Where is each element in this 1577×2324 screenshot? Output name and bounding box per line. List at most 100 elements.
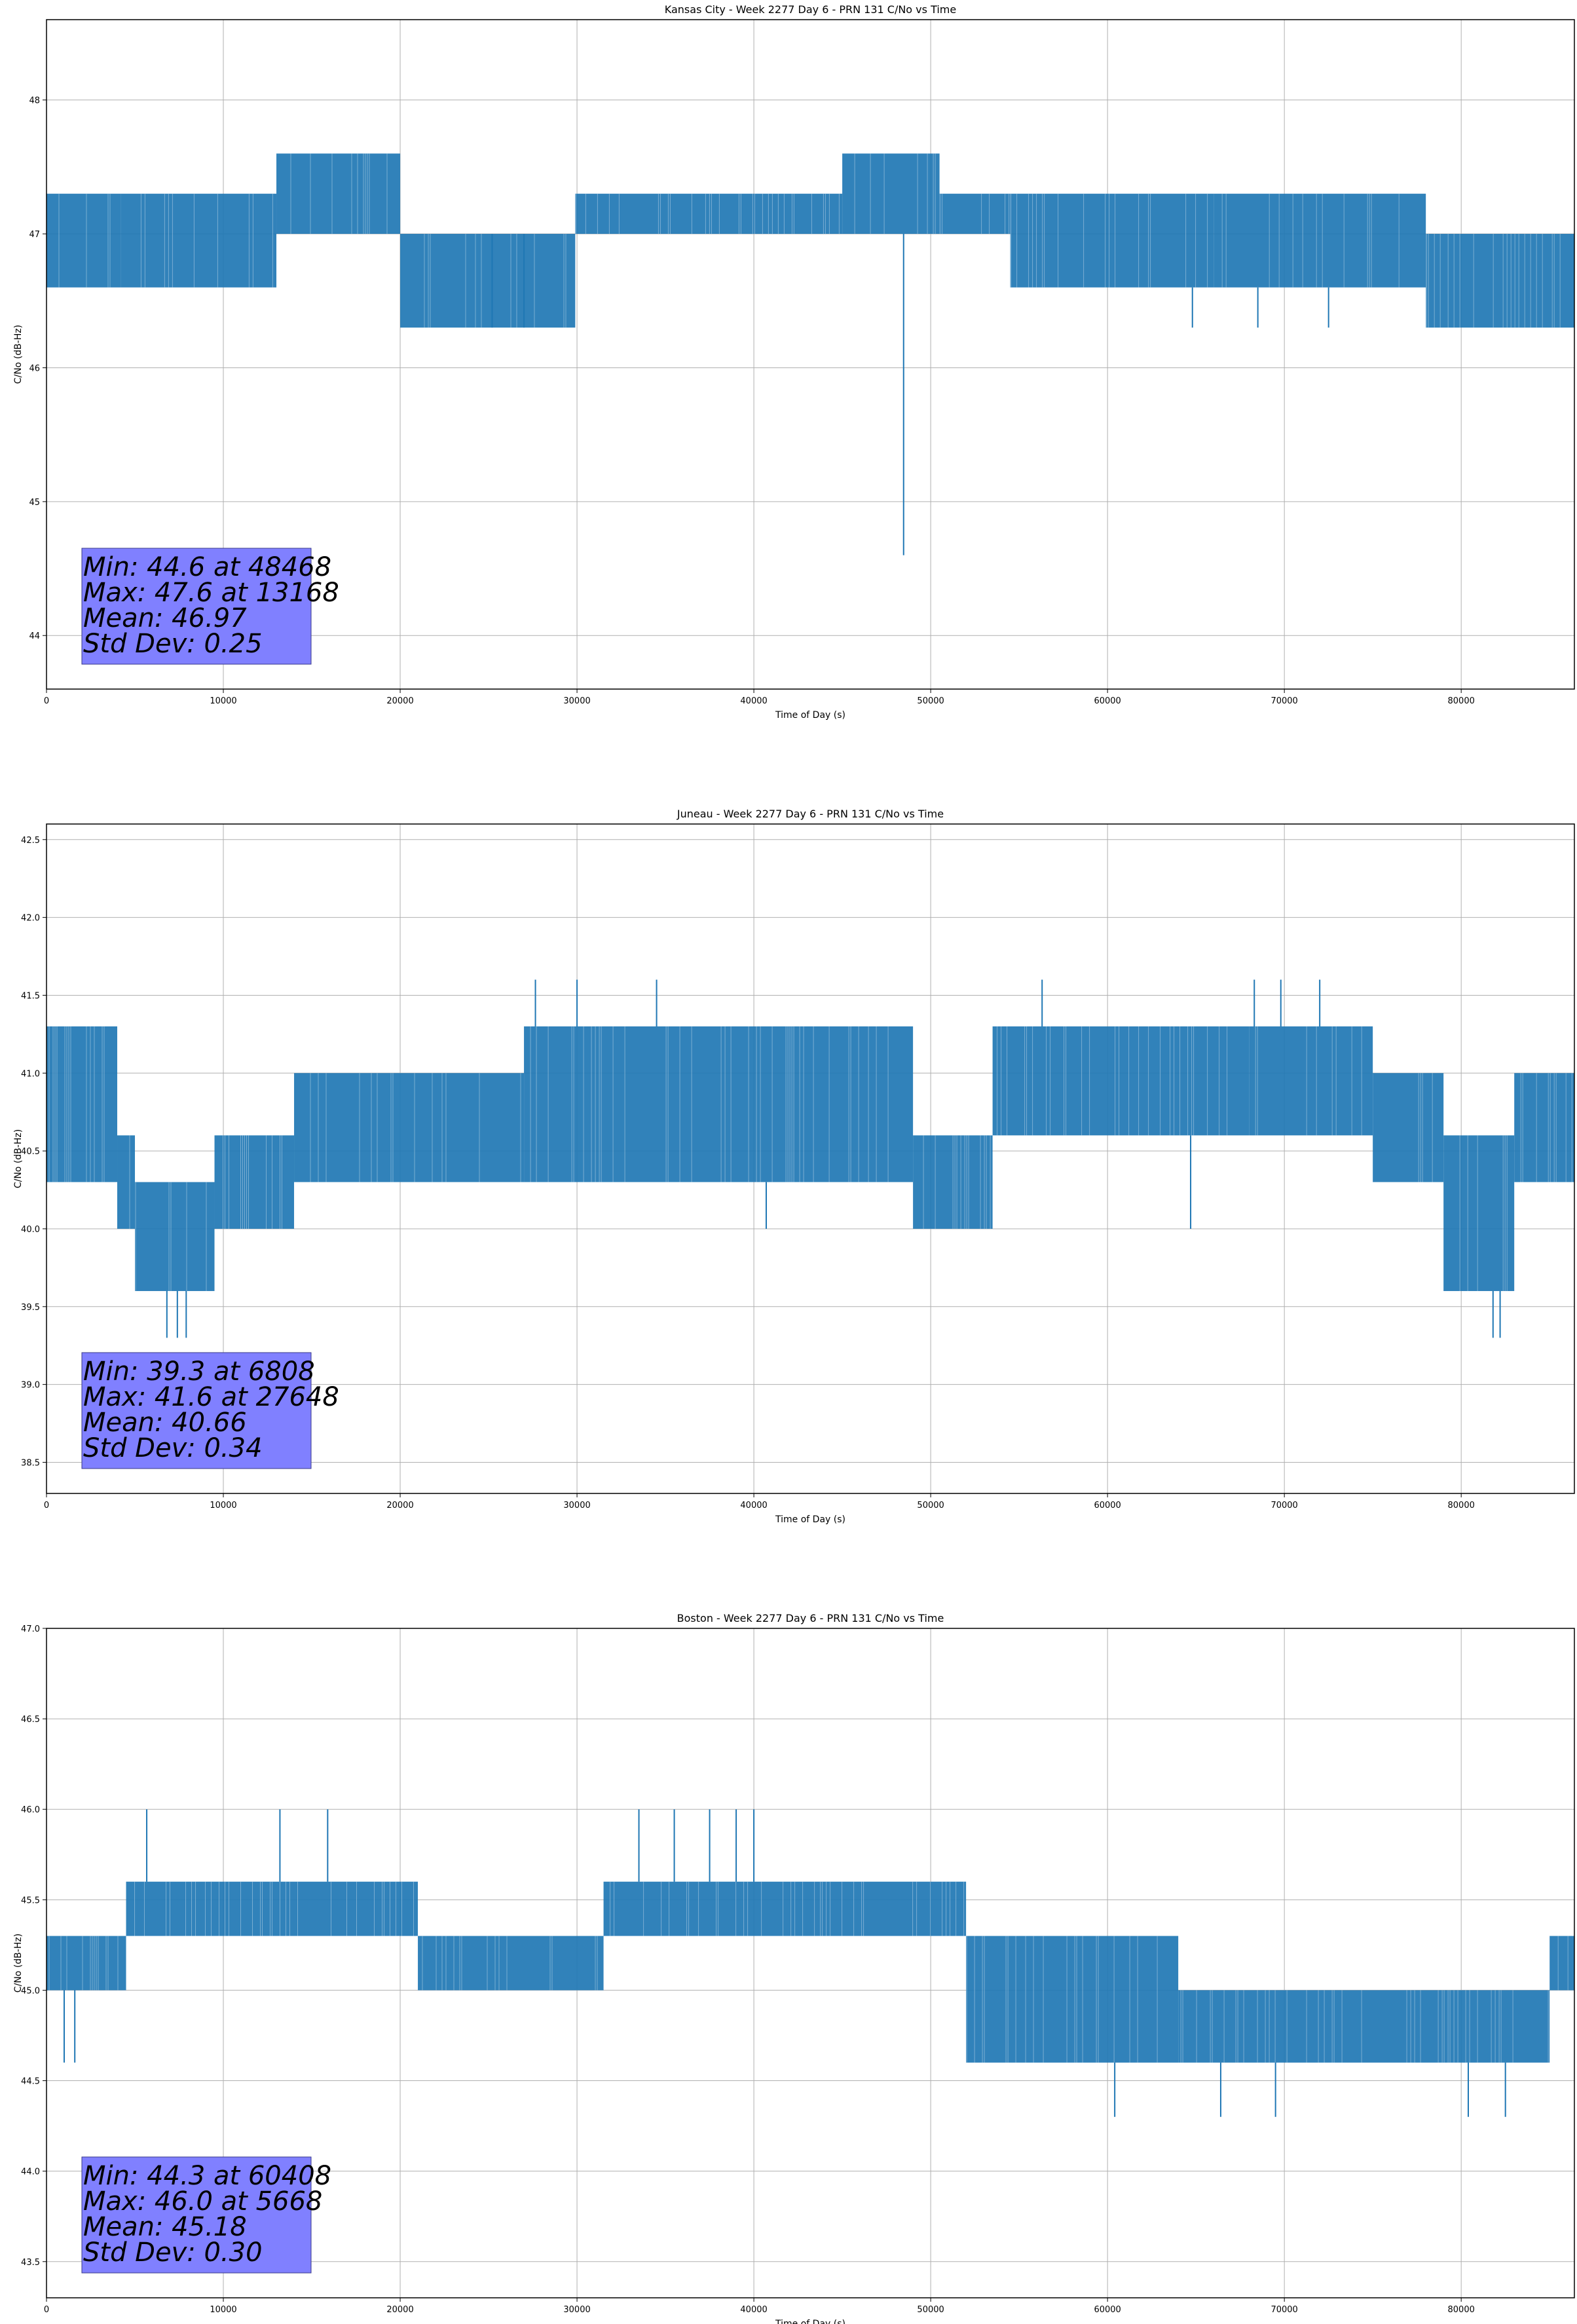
y-tick-label: 46 (29, 364, 40, 373)
data-band (992, 1026, 1250, 1136)
x-tick-label: 0 (44, 1501, 49, 1510)
x-tick-label: 50000 (917, 2305, 944, 2315)
x-tick-label: 50000 (917, 696, 944, 706)
data-texture (854, 153, 936, 234)
y-tick-label: 45.0 (21, 1986, 40, 1996)
data-texture (575, 193, 840, 234)
plot-frame (46, 823, 1575, 1494)
x-axis-label: Time of Day (s) (775, 1514, 845, 1525)
stat-std-dev: Std Dev: 0.30 (83, 2238, 263, 2268)
x-tick-label: 30000 (563, 696, 590, 706)
x-tick-label: 80000 (1448, 696, 1475, 706)
data-band (939, 193, 1011, 234)
y-tick-label: 44.0 (21, 2167, 40, 2177)
data-texture (135, 1182, 207, 1291)
x-axis-label: Time of Day (s) (775, 2319, 845, 2324)
data-band (126, 1881, 418, 1936)
x-tick-label: 10000 (210, 2305, 236, 2315)
chart-panel-kansas-city: 0 10000 20000 30000 40000 50000 60000 70000 8000… (13, 3, 1575, 721)
data-series (46, 979, 1574, 1338)
x-tick-label: 80000 (1448, 1501, 1475, 1510)
stat-min: Min: 44.3 at 60408 (83, 2161, 331, 2191)
data-band (135, 1182, 215, 1292)
x-tick-label: 20000 (386, 1501, 413, 1510)
x-tick-label: 60000 (1094, 1501, 1121, 1510)
x-tick-label: 40000 (740, 696, 767, 706)
y-tick-label: 48 (29, 96, 40, 106)
x-tick-label: 60000 (1094, 696, 1121, 706)
data-band (1443, 1135, 1515, 1292)
data-texture (923, 1135, 991, 1229)
data-series (46, 1809, 1574, 2117)
stat-max: Max: 41.6 at 27648 (83, 1382, 339, 1412)
data-band (1214, 193, 1426, 288)
y-tick-label: 41.5 (21, 991, 40, 1001)
data-band (1514, 1073, 1574, 1182)
stat-mean: Mean: 40.66 (83, 1408, 247, 1438)
x-tick-label: 0 (44, 2305, 49, 2315)
data-band (603, 1881, 967, 1936)
data-texture (940, 193, 1010, 234)
data-band (842, 153, 940, 234)
data-texture (48, 1936, 119, 1991)
data-band (276, 153, 401, 234)
stats-background (81, 2156, 312, 2274)
stat-min: Min: 39.3 at 6808 (83, 1357, 315, 1387)
data-texture (1557, 1936, 1568, 1991)
data-band (1178, 1990, 1550, 2063)
data-texture (140, 193, 273, 288)
data-band (966, 1936, 1179, 2063)
stats-box: Min: 44.3 at 60408 Max: 46.0 at 5668 Mea… (81, 2156, 331, 2274)
data-texture (422, 1936, 598, 1991)
stats-box: Min: 44.6 at 48468 Max: 47.6 at 13168 Me… (81, 548, 339, 665)
stats-background (81, 1352, 312, 1469)
stat-mean: Mean: 46.97 (83, 603, 247, 633)
y-tick-label: 40.0 (21, 1225, 40, 1235)
chart-panel-juneau: 0 10000 20000 30000 40000 50000 60000 70000 8000… (13, 808, 1575, 1525)
y-tick-label: 44 (29, 631, 40, 641)
data-texture (424, 234, 566, 328)
x-tick-label: 30000 (563, 1501, 590, 1510)
y-tick-label: 45 (29, 498, 40, 508)
y-tick-label: 38.5 (21, 1458, 40, 1468)
x-tick-label: 50000 (917, 1501, 944, 1510)
y-axis-label: C/No (dB-Hz) (13, 325, 24, 384)
chart-title: Kansas City - Week 2277 Day 6 - PRN 131 … (665, 3, 956, 16)
data-band (418, 1936, 604, 1991)
axis-ticks: 0 10000 20000 30000 40000 50000 60000 70000 8000… (21, 836, 1475, 1510)
data-texture (997, 1026, 1228, 1136)
x-tick-label: 60000 (1094, 2305, 1121, 2315)
y-tick-label: 46.0 (21, 1805, 40, 1815)
data-texture (1459, 1135, 1508, 1291)
data-texture (58, 193, 111, 288)
y-tick-label: 42.5 (21, 836, 40, 846)
plot-frame (46, 19, 1575, 690)
x-axis-label: Time of Day (s) (775, 710, 845, 721)
x-tick-label: 20000 (386, 2305, 413, 2315)
x-tick-label: 30000 (563, 2305, 590, 2315)
data-texture (48, 1026, 105, 1182)
x-tick-label: 70000 (1271, 2305, 1297, 2315)
stat-std-dev: Std Dev: 0.34 (83, 1433, 263, 1463)
stats-box: Min: 39.3 at 6808 Max: 41.6 at 27648 Mea… (81, 1352, 339, 1469)
x-tick-label: 0 (44, 696, 49, 706)
stat-mean: Mean: 45.18 (83, 2212, 247, 2242)
axis-ticks: 0 10000 20000 30000 40000 50000 60000 70000 8000… (29, 96, 1474, 706)
axis-ticks: 0 10000 20000 30000 40000 50000 60000 70000 8000… (21, 1624, 1475, 2315)
data-band (1549, 1936, 1574, 1991)
data-band (46, 193, 121, 288)
data-band (575, 193, 843, 234)
data-band (1426, 234, 1574, 328)
data-texture (223, 1135, 282, 1229)
data-band (214, 1135, 295, 1229)
grid-lines (46, 20, 1574, 689)
chart-title: Juneau - Week 2277 Day 6 - PRN 131 C/No … (677, 808, 944, 820)
y-tick-label: 41.0 (21, 1069, 40, 1079)
data-texture (1426, 234, 1561, 328)
data-texture (1011, 193, 1208, 288)
y-tick-label: 44.5 (21, 2077, 40, 2087)
data-texture (530, 1026, 889, 1182)
data-texture (610, 1881, 965, 1936)
data-band (117, 1135, 136, 1229)
x-tick-label: 20000 (386, 696, 413, 706)
